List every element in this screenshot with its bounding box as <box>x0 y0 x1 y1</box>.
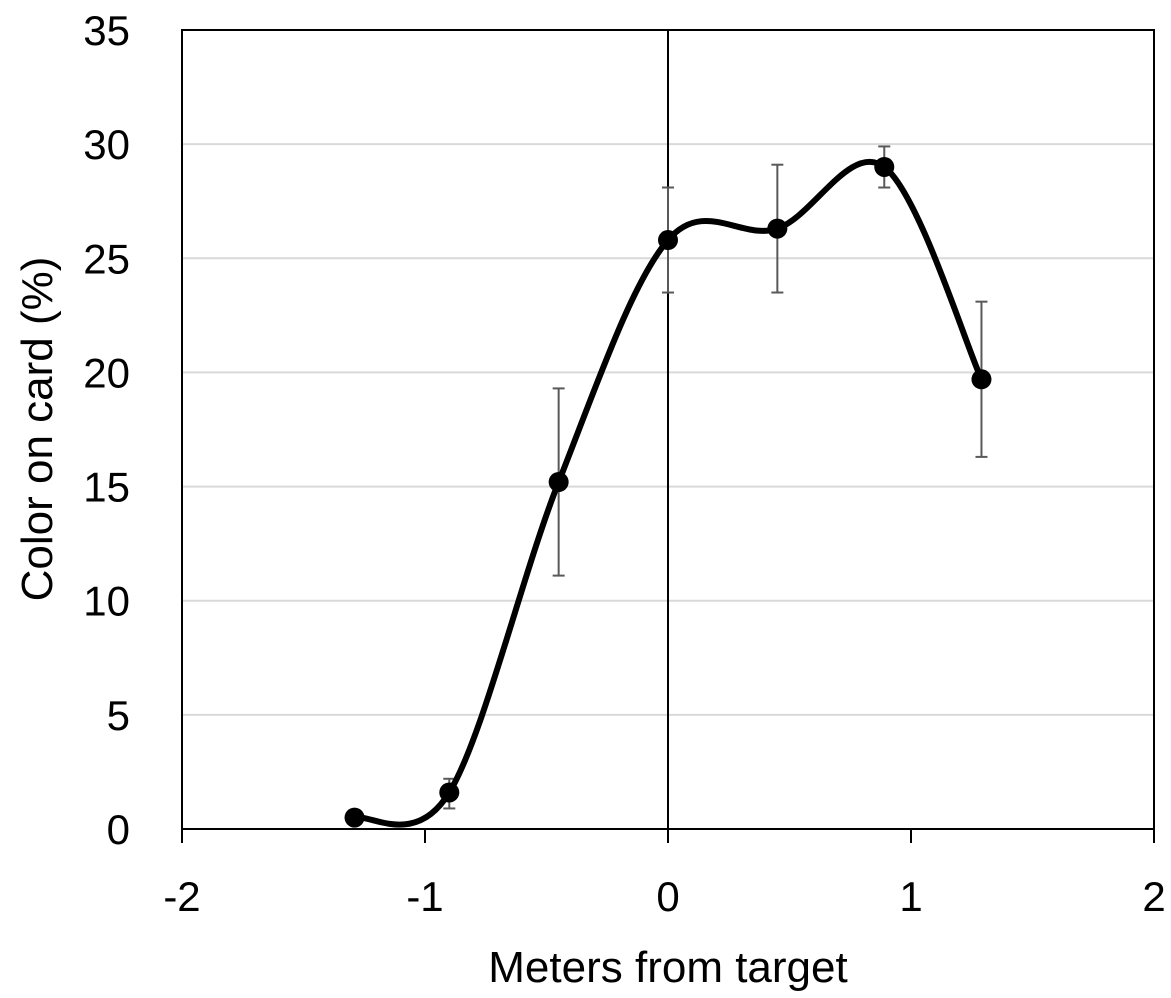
x-tick-label: -1 <box>406 873 443 920</box>
x-tick-label: -2 <box>163 873 200 920</box>
x-tick-label: 2 <box>1142 873 1165 920</box>
y-tick-label: 20 <box>83 349 130 396</box>
axes <box>181 29 1155 843</box>
y-tick-labels: 0 5 10 15 20 25 30 35 <box>83 7 130 853</box>
y-tick-label: 10 <box>83 578 130 625</box>
error-bars <box>443 145 988 810</box>
x-axis-title: Meters from target <box>488 943 847 992</box>
x-tick-labels: -2 -1 0 1 2 <box>163 873 1165 920</box>
y-tick-label: 25 <box>83 235 130 282</box>
data-point <box>971 369 992 390</box>
x-tick-label: 1 <box>899 873 922 920</box>
x-tick-label: 0 <box>656 873 679 920</box>
y-tick-label: 30 <box>83 121 130 168</box>
data-point <box>439 782 460 803</box>
data-point <box>344 807 365 828</box>
data-points <box>344 156 992 828</box>
y-tick-label: 35 <box>83 7 130 54</box>
y-tick-label: 5 <box>107 692 130 739</box>
data-point <box>548 472 569 493</box>
data-point <box>658 230 678 251</box>
data-point <box>767 218 788 239</box>
y-tick-label: 15 <box>83 464 130 511</box>
y-axis-title: Color on card (%) <box>13 257 62 602</box>
data-point <box>874 156 895 177</box>
y-tick-label: 0 <box>107 806 130 853</box>
